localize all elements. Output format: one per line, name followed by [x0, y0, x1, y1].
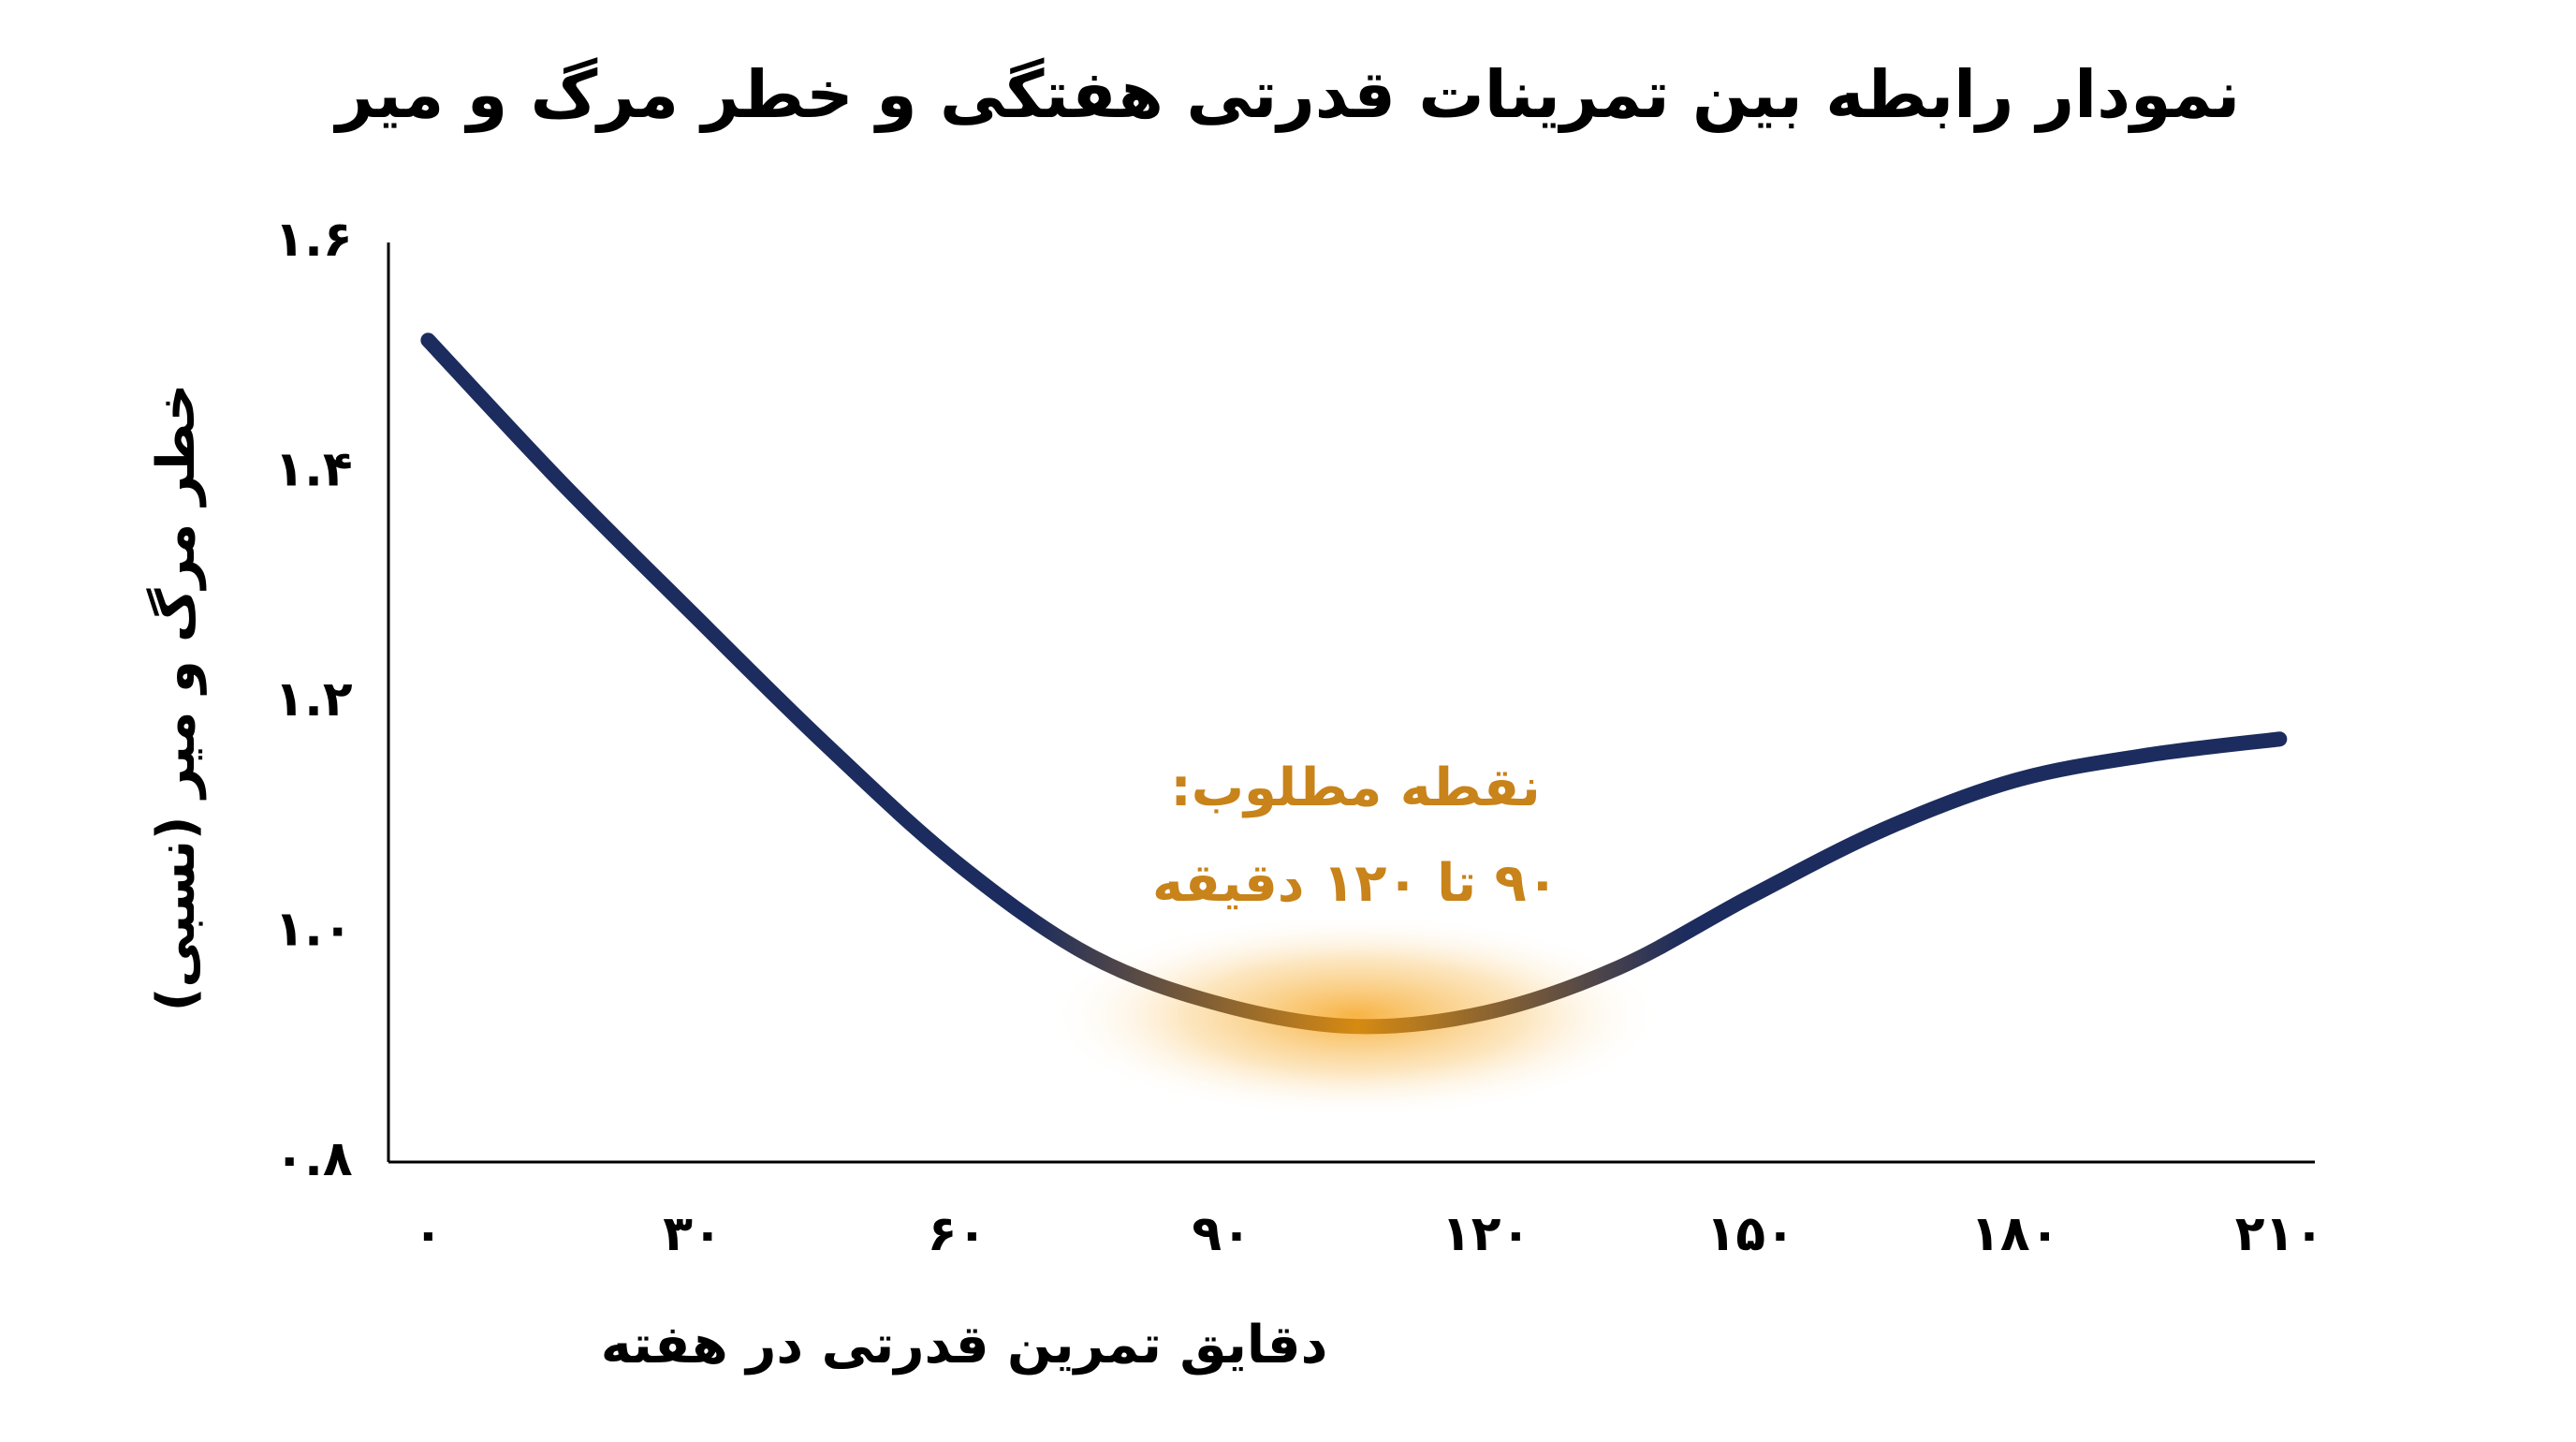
y-tick-label: ۰.۸ — [274, 1131, 352, 1187]
y-tick-label: ۱.۰ — [274, 902, 352, 958]
x-tick-label: ۳۰ — [663, 1206, 722, 1262]
x-tick-label: ۱۲۰ — [1442, 1206, 1530, 1262]
annotation: نقطه مطلوب: — [1170, 758, 1540, 818]
x-tick-label: ۲۱۰ — [2235, 1206, 2324, 1262]
x-axis-title: دقایق تمرین قدرتی در هفته — [601, 1315, 1328, 1376]
x-tick-label: ۱۸۰ — [1970, 1206, 2059, 1262]
chart-title: نمودار رابطه بین تمرینات قدرتی هفتگی و خ… — [333, 56, 2240, 133]
data-line — [420, 332, 2288, 1035]
x-tick-label: ۶۰ — [928, 1206, 987, 1262]
y-tick-label: ۱.۶ — [274, 212, 352, 268]
x-tick-label: ۰ — [414, 1206, 444, 1262]
x-tick-label: ۹۰ — [1192, 1206, 1251, 1262]
y-tick-label: ۱.۴ — [274, 442, 352, 498]
y-tick-label: ۱.۲ — [274, 671, 352, 728]
highlight-glow — [1046, 913, 1664, 1119]
annotation: ۹۰ تا ۱۲۰ دقیقه — [1152, 853, 1559, 914]
y-axis-title: خطر مرگ و میر (نسبی) — [145, 384, 207, 1011]
x-tick-label: ۱۵۰ — [1706, 1206, 1795, 1262]
